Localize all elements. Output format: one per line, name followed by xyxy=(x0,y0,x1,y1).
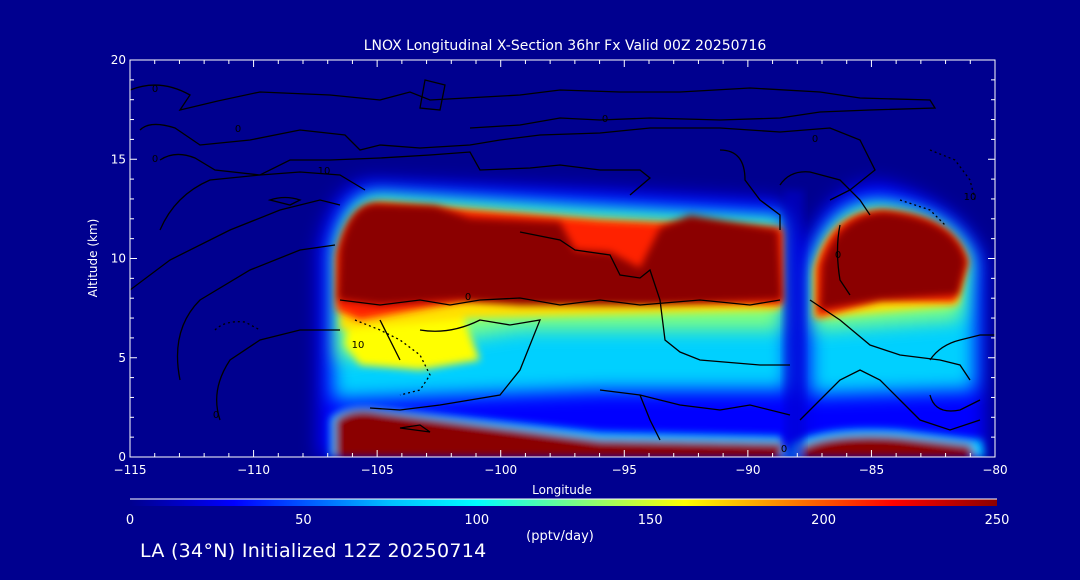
contour-line xyxy=(599,389,791,416)
field-core-region xyxy=(338,204,782,305)
contour-line xyxy=(779,171,871,216)
x-tick-label: −105 xyxy=(361,463,394,477)
y-tick-label: 20 xyxy=(111,53,126,67)
contour-line xyxy=(799,369,981,431)
field-low-layer xyxy=(330,406,985,457)
field-low-core xyxy=(335,410,782,457)
contour-line xyxy=(836,224,851,296)
contour-line xyxy=(419,79,446,111)
x-axis-label: Longitude xyxy=(532,483,592,497)
colorbar-tick-label: 200 xyxy=(811,513,836,528)
colorbar-tick-label: 150 xyxy=(638,513,663,528)
y-tick-label: 10 xyxy=(111,252,126,266)
field-gap xyxy=(784,190,804,457)
contour-line xyxy=(519,231,790,366)
colorbar-tick-label: 50 xyxy=(295,513,312,528)
y-tick-label: 15 xyxy=(111,152,126,166)
contour-line xyxy=(139,123,876,201)
colorbar-tick-label: 250 xyxy=(985,513,1010,528)
contour-line-dashed xyxy=(214,321,261,331)
x-axis: −115 −110 −105 −100 −95 −90 −85 −80 xyxy=(114,60,1008,477)
colorbar-ticks: 0 50 100 150 200 250 xyxy=(126,513,1010,528)
contour-line xyxy=(929,394,981,412)
contour-label: 10 xyxy=(352,340,365,351)
y-axis: 0 5 10 15 20 xyxy=(111,53,995,464)
contour-line-dashed xyxy=(354,319,431,396)
contour-line xyxy=(130,199,341,291)
lnox-field xyxy=(318,180,985,457)
contour-line xyxy=(339,297,781,306)
y-axis-label: Altitude (km) xyxy=(86,219,100,298)
x-tick-label: −85 xyxy=(859,463,884,477)
contour-line xyxy=(639,394,661,441)
contour-label: 0 xyxy=(213,410,219,421)
contour-label: 0 xyxy=(152,84,158,95)
contour-label: 0 xyxy=(465,292,471,303)
field-core-region xyxy=(820,212,966,310)
plot-area: 0 0 0 0 0 10 10 0 10 0 0 0 xyxy=(130,60,995,457)
contour-line-dashed xyxy=(899,199,946,226)
x-tick-label: −110 xyxy=(237,463,270,477)
colorbar-tick-label: 100 xyxy=(464,513,489,528)
colorbar-tick-label: 0 xyxy=(126,513,134,528)
colorbar-gradient xyxy=(130,499,997,506)
contour-label: 0 xyxy=(602,114,608,125)
colorbar-label: (pptv/day) xyxy=(526,529,594,544)
contour-lines xyxy=(130,79,995,441)
x-tick-label: −80 xyxy=(982,463,1007,477)
field-low-core xyxy=(800,435,975,457)
contour-line xyxy=(130,84,937,129)
contour-label: 0 xyxy=(812,134,818,145)
x-tick-label: −95 xyxy=(612,463,637,477)
contour-line xyxy=(159,171,366,231)
y-tick-label: 0 xyxy=(118,450,126,464)
contour-label: 0 xyxy=(235,124,241,135)
x-tick-label: −90 xyxy=(735,463,760,477)
contour-label: 10 xyxy=(964,192,977,203)
footer-init-text: LA (34°N) Initialized 12Z 20250714 xyxy=(140,540,487,562)
contour-line xyxy=(809,299,971,381)
contour-line xyxy=(929,334,995,361)
contour-line xyxy=(719,149,781,230)
chart-title: LNOX Longitudinal X-Section 36hr Fx Vali… xyxy=(364,38,767,54)
field-darkred-core xyxy=(338,204,966,310)
contour-line xyxy=(379,319,401,361)
contour-label: 10 xyxy=(318,166,331,177)
contour-label: 0 xyxy=(152,154,158,165)
contour-line xyxy=(399,424,431,433)
contour-line xyxy=(216,329,340,421)
contour-line xyxy=(267,196,302,206)
contour-label: 0 xyxy=(781,444,787,455)
contour-label: 0 xyxy=(835,250,841,261)
contour-labels: 0 0 0 0 0 10 10 0 10 0 0 0 xyxy=(152,84,977,455)
x-tick-label: −100 xyxy=(484,463,517,477)
y-tick-label: 5 xyxy=(118,351,126,365)
contour-line xyxy=(176,244,336,381)
contour-lines-dashed xyxy=(214,149,976,396)
contour-line xyxy=(369,319,542,411)
x-tick-label: −115 xyxy=(114,463,147,477)
colorbar: 0 50 100 150 200 250 (pptv/day) xyxy=(126,498,1010,544)
